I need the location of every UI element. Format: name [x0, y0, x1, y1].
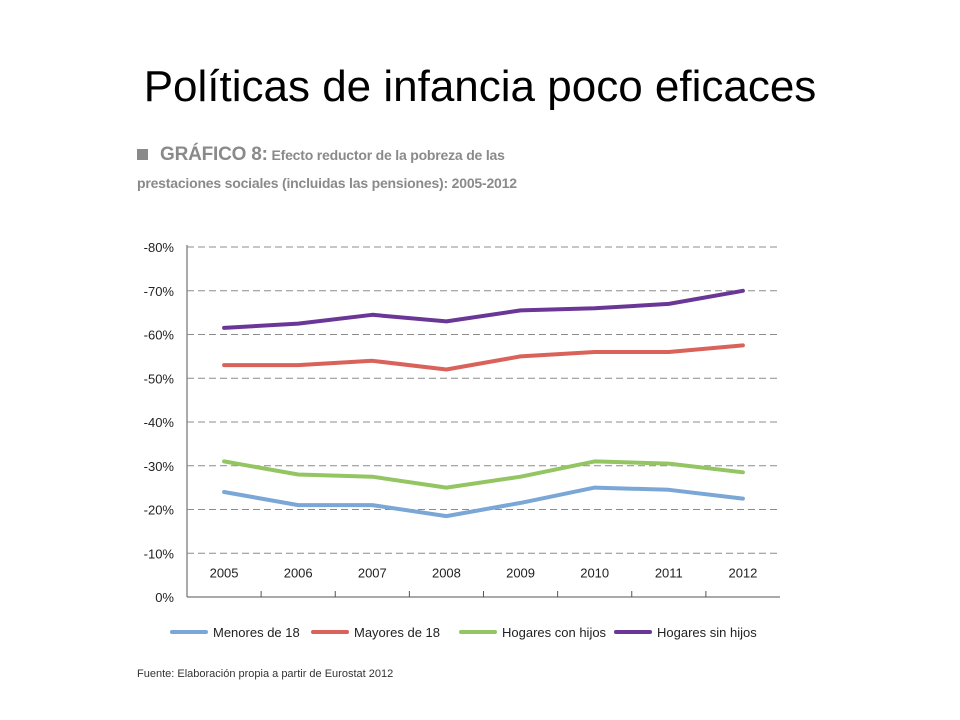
legend-label: Hogares sin hijos	[657, 625, 757, 640]
series-line	[222, 459, 745, 490]
y-tick-label: -10%	[144, 546, 175, 561]
y-tick-label: 0%	[155, 590, 174, 605]
series-line	[222, 485, 745, 519]
legend-label: Menores de 18	[213, 625, 300, 640]
series-line	[222, 343, 745, 372]
x-tick-label: 2007	[358, 565, 387, 580]
x-tick-label: 2012	[728, 565, 757, 580]
source-note: Fuente: Elaboración propia a partir de E…	[137, 668, 394, 680]
heading-square-icon	[137, 149, 148, 160]
y-tick-label: -80%	[144, 240, 175, 255]
x-tick-label: 2006	[284, 565, 313, 580]
x-tick-label: 2005	[210, 565, 239, 580]
legend-label: Mayores de 18	[354, 625, 440, 640]
legend-label: Hogares con hijos	[502, 625, 607, 640]
x-tick-label: 2011	[655, 565, 683, 580]
y-tick-label: -40%	[144, 415, 175, 430]
y-tick-label: -30%	[144, 459, 175, 474]
x-tick-label: 2008	[432, 565, 461, 580]
y-tick-label: -70%	[144, 284, 175, 299]
y-tick-label: -20%	[144, 503, 175, 518]
x-tick-label: 2010	[580, 565, 609, 580]
series-line	[222, 288, 745, 330]
y-tick-label: -50%	[144, 371, 175, 386]
x-tick-label: 2009	[506, 565, 535, 580]
chart-heading-text1: Efecto reductor de la pobreza de las	[271, 147, 505, 163]
chart-heading-line1: GRÁFICO 8: Efecto reductor de la pobreza…	[137, 141, 657, 169]
y-tick-label: -60%	[144, 328, 175, 343]
chart-heading-line2: prestaciones sociales (incluidas las pen…	[137, 175, 517, 191]
chart-heading: GRÁFICO 8: Efecto reductor de la pobreza…	[137, 141, 657, 197]
chart-number-label: GRÁFICO 8:	[160, 144, 268, 165]
slide-title: Políticas de infancia poco eficaces	[143, 62, 817, 111]
